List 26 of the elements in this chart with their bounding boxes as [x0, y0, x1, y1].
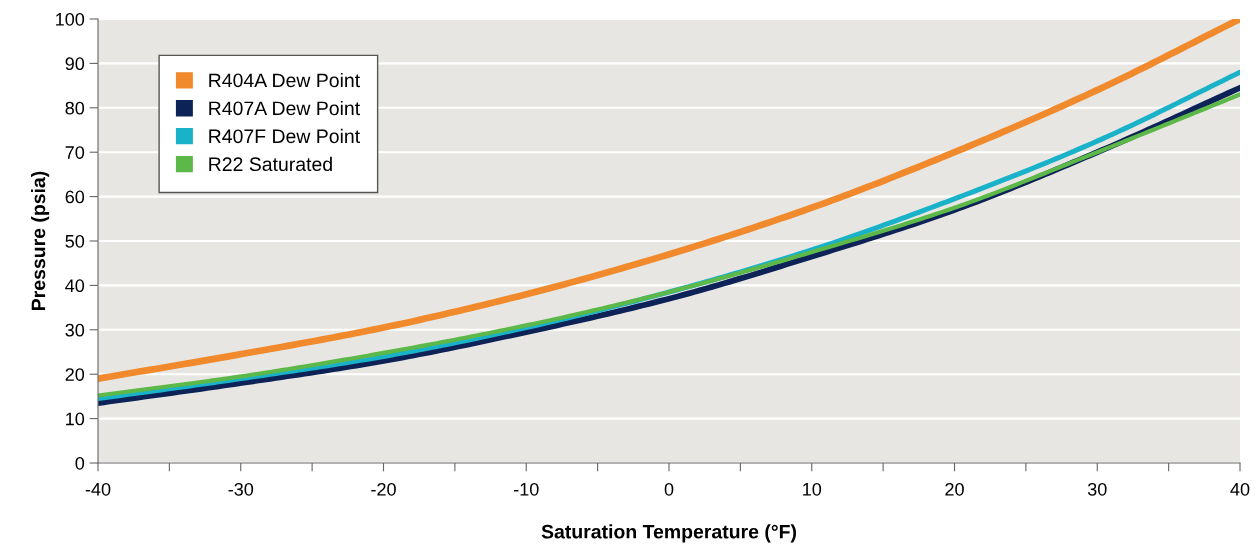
- x-axis-title: Saturation Temperature (°F): [541, 524, 796, 543]
- x-tick-label: 40: [1230, 482, 1250, 496]
- y-tick-label: 60: [65, 190, 85, 204]
- x-tick-label: -40: [85, 482, 111, 496]
- y-tick-label: 30: [65, 323, 85, 337]
- x-tick-label: 10: [803, 482, 822, 496]
- y-tick-label: 70: [65, 146, 85, 159]
- y-tick-label: 40: [65, 279, 85, 293]
- legend-label: R404A Dew Point: [209, 72, 360, 88]
- x-tick-label: 20: [945, 482, 964, 496]
- x-tick-label: -10: [514, 482, 539, 496]
- legend-label: R407A Dew Point: [209, 100, 360, 116]
- y-tick-label: 50: [65, 234, 85, 248]
- y-axis-title: Pressure (psia): [31, 171, 50, 310]
- x-tick-label: 30: [1087, 482, 1107, 496]
- y-tick-label: 10: [66, 412, 85, 426]
- x-tick-label: 0: [664, 482, 674, 496]
- legend-label: R22 Saturated: [209, 156, 332, 172]
- y-tick-label: 0: [75, 456, 85, 470]
- y-tick-label: 80: [65, 101, 85, 115]
- x-tick-label: -30: [228, 482, 254, 496]
- y-tick-label: 90: [65, 57, 85, 71]
- x-tick-label: -20: [371, 482, 396, 496]
- y-tick-label: 100: [56, 12, 85, 26]
- y-tick-label: 20: [65, 368, 85, 381]
- legend-label: R407F Dew Point: [209, 128, 360, 144]
